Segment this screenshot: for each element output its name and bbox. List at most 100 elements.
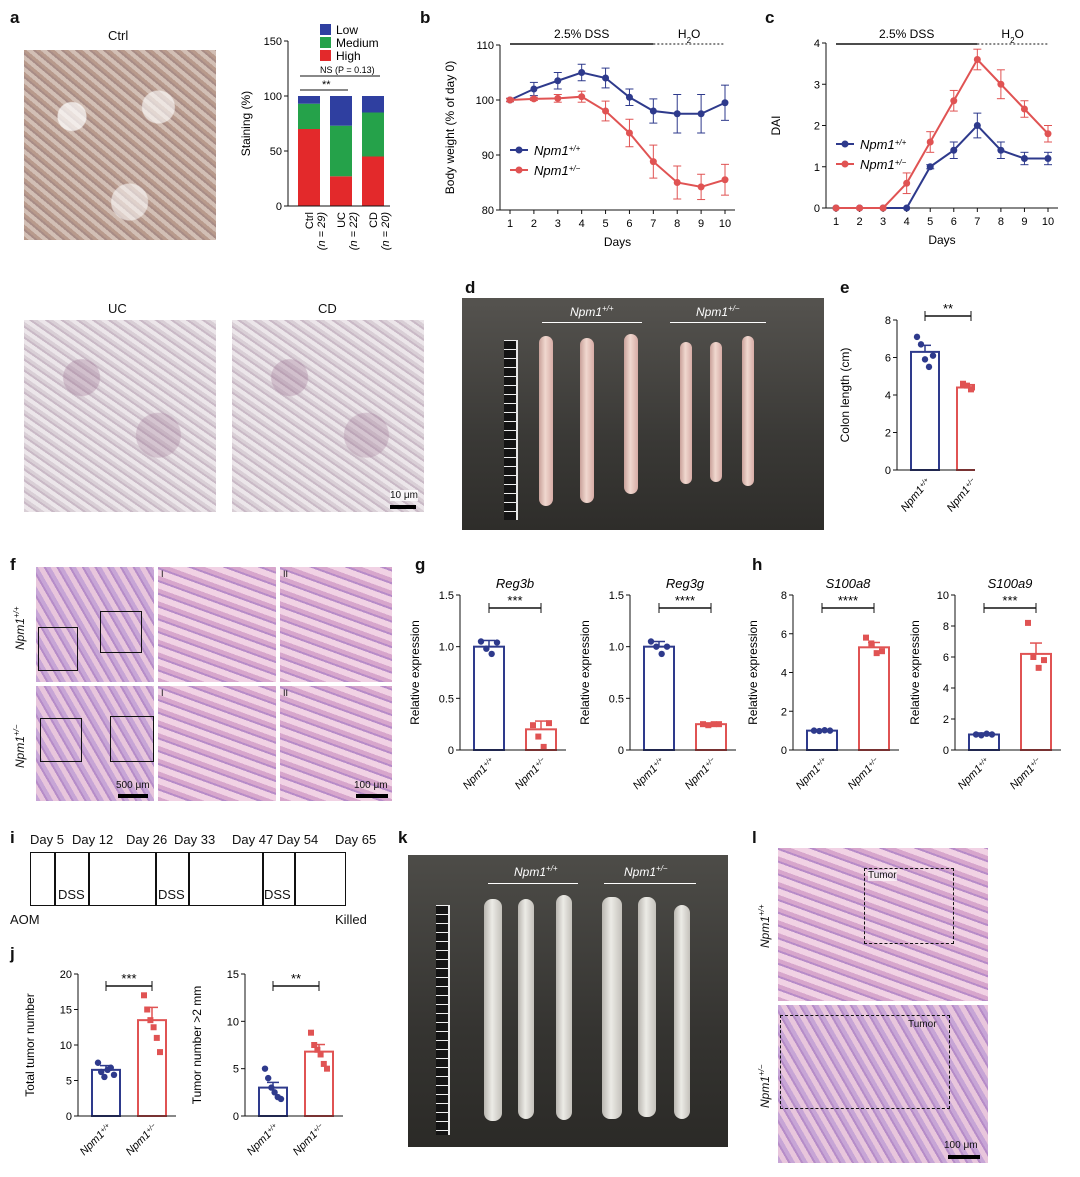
scale-label-l: 100 μm [944,1140,978,1151]
colon-k-group-underline-2 [604,883,696,884]
he-tumor-het: Tumor 100 μm [778,1005,988,1163]
x-axis-label: Days [928,233,955,247]
bar [910,350,940,471]
ihc-image-cd [232,320,424,512]
data-point [832,204,840,212]
y-tick-label: 6 [943,652,949,664]
colon-specimen [539,336,553,506]
x-tick-label: Npm1+/+ [794,756,830,792]
panel-label-f: f [10,555,16,574]
data-point [1044,155,1052,162]
x-tick-label: 7 [974,216,980,228]
y-axis-label: Relative expression [578,620,592,725]
legend-label: Npm1+/+ [534,143,581,158]
chart-h-s100a8: 0 2 4 6 8 Relative expression Npm1+/+ Npm1+/− **… [746,576,899,792]
x-tick-label: 8 [674,218,680,230]
data-point [530,95,538,103]
data-point [705,722,712,729]
x-tick-label: 4 [579,218,585,230]
x-tick-label: 10 [719,218,731,230]
dss-period-label: 2.5% DSS [879,27,934,41]
colon-specimen [680,342,692,484]
data-point [324,1065,330,1072]
data-point [493,639,501,646]
data-point [903,204,911,212]
tumor-label: Tumor [908,1019,937,1030]
data-point [997,146,1005,154]
data-point [700,721,706,728]
stacked-bar-segment [330,176,352,206]
colon-k-group-label-2: Npm1+/− [624,864,668,879]
y-tick-label: 2 [814,121,820,133]
y-tick-label: 0.5 [439,693,454,705]
ruler-k [436,905,450,1135]
y-tick-label: 15 [60,1005,72,1017]
data-point [873,650,880,657]
he-overview-wt [36,567,154,682]
timeline-divider [262,852,264,906]
data-point [602,107,610,115]
data-point [506,96,514,104]
x-tick-label: Npm1+/+ [245,1122,281,1158]
chart-title: S100a9 [988,576,1033,591]
inset-box-I [38,627,78,671]
y-axis-label: Staining (%) [239,91,253,156]
colon-photo-d: Npm1+/+ Npm1+/− [462,298,824,530]
bar [858,646,890,751]
y-tick-label: 1.5 [609,590,624,602]
stacked-bar-segment [362,156,384,206]
data-point [625,93,633,101]
data-point [1020,155,1028,162]
timeline-day-label: Day 54 [277,832,319,847]
y-tick-label: 0 [814,203,820,215]
data-point [988,731,996,738]
stacked-bar-segment [330,125,352,177]
inset-label: I [161,688,164,698]
y-tick-label: 5 [66,1076,72,1088]
x-tick-label: 9 [698,218,704,230]
y-tick-label: 1.0 [439,642,454,654]
data-point [477,638,485,645]
data-point [554,77,562,85]
x-tick-label: CD(n = 20) [368,212,392,251]
panel-label-h: h [752,555,763,574]
x-axis-label: Days [604,235,631,249]
data-point [271,1089,278,1096]
y-axis-label: Relative expression [408,620,422,725]
y-tick-label: 8 [885,315,891,327]
panel-label-l: l [752,828,757,847]
data-point [697,183,705,191]
timeline-start-label: AOM [10,912,40,927]
he-inset-I-het: I [158,686,276,801]
panel-label-k: k [398,828,408,847]
data-point [821,727,828,734]
data-point [157,1049,163,1056]
data-point [1044,130,1052,138]
significance-stars: ** [943,301,953,316]
x-tick-label: Npm1+/+ [956,756,992,792]
tumor-colon-specimen [602,897,622,1119]
x-tick-label: 3 [880,216,886,228]
data-point [98,1068,105,1076]
data-point [483,645,490,652]
timeline-dss-label: DSS [58,887,85,902]
data-point [277,1095,285,1103]
data-point [710,721,717,728]
timeline-day-label: Day 12 [72,832,114,847]
data-point [926,138,934,146]
y-tick-label: 4 [943,683,949,695]
timeline-day-label: Day 5 [30,832,64,847]
data-point [535,733,542,740]
chart-b-body-weight: 80 90 100 110 Body weight (% of day 0) 1 2 3 4 5 6… [443,27,735,249]
data-point [879,204,887,212]
chart-g-reg3b: 0 0.5 1.0 1.5 Relative expression Npm1+/+ Npm1… [408,576,566,792]
data-point [314,1046,321,1053]
he-overview-het: 500 μm [36,686,154,801]
y-tick-label: 8 [943,621,949,633]
timeline-divider [88,852,90,906]
timeline-day-label: Day 65 [335,832,377,847]
series-line [509,71,726,115]
y-tick-label: 0 [448,745,454,757]
x-tick-label: Npm1+/− [846,756,882,792]
inset-box-II [110,716,154,762]
